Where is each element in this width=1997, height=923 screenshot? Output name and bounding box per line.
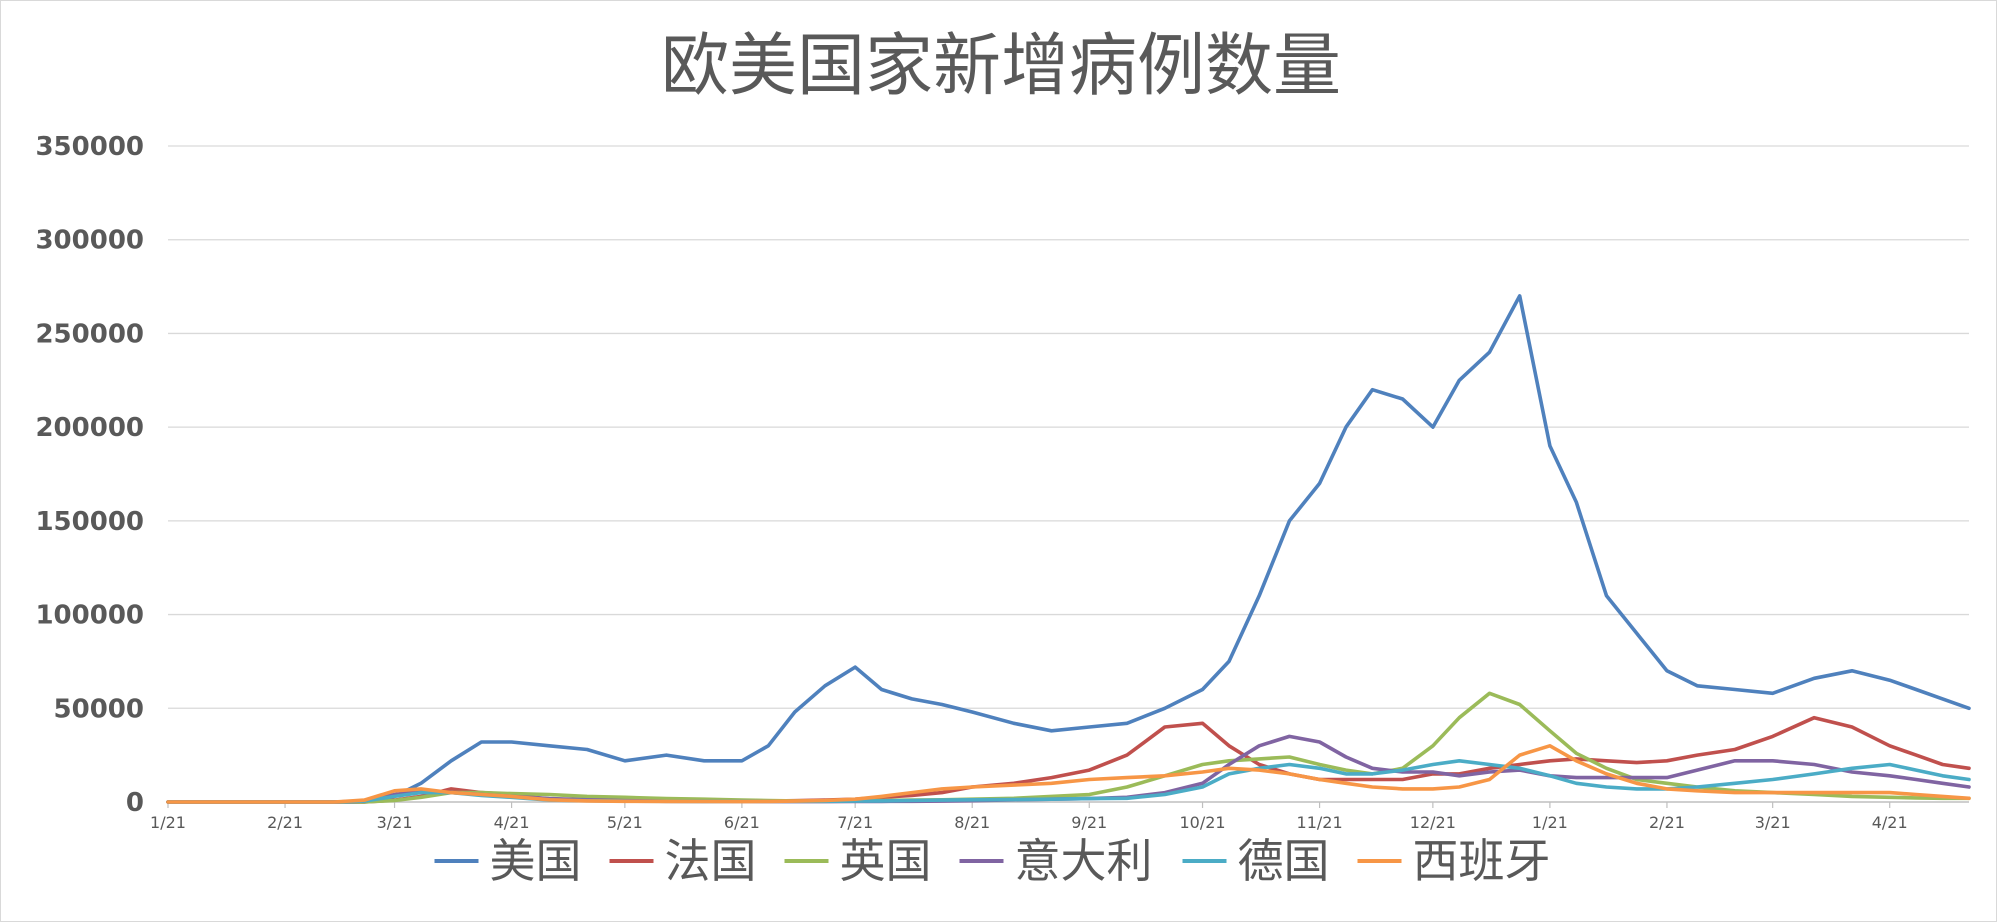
x-tick-label: 10/21 xyxy=(1179,813,1225,832)
y-tick-label: 0 xyxy=(126,788,144,818)
x-tick-label: 7/21 xyxy=(837,813,873,832)
x-tick-label: 4/21 xyxy=(494,813,530,832)
legend-item-2: 英国 xyxy=(784,834,932,888)
y-tick-label: 350000 xyxy=(35,132,144,162)
legend-item-3: 意大利 xyxy=(959,834,1153,888)
x-tick-label: 12/21 xyxy=(1410,813,1456,832)
y-tick-label: 100000 xyxy=(35,601,144,631)
x-axis-ticks: 1/21 2/21 3/21 4/21 5/21 6/21 7/21 8/21 9/21 10/2… xyxy=(150,802,1908,832)
y-tick-label: 50000 xyxy=(54,694,144,724)
legend-item-0: 美国 xyxy=(434,834,582,888)
x-tick-label: 4/21 xyxy=(1872,813,1908,832)
y-tick-label: 200000 xyxy=(35,413,144,443)
y-tick-label: 250000 xyxy=(35,319,144,349)
legend-label: 德国 xyxy=(1238,834,1330,888)
x-tick-label: 1/21 xyxy=(150,813,186,832)
x-tick-label: 2/21 xyxy=(267,813,303,832)
x-tick-label: 8/21 xyxy=(954,813,990,832)
chart-title: 欧美国家新增病例数量 xyxy=(661,27,1341,106)
x-tick-label: 9/21 xyxy=(1071,813,1107,832)
legend-label: 英国 xyxy=(840,834,932,888)
x-tick-label: 1/21 xyxy=(1532,813,1568,832)
legend-label: 法国 xyxy=(665,834,757,888)
legend-label: 意大利 xyxy=(1015,834,1153,888)
series-line-5 xyxy=(166,743,1971,804)
x-tick-label: 3/21 xyxy=(1755,813,1791,832)
legend: 美国 法国 英国 意大利 德国 西班牙 xyxy=(434,834,1551,888)
legend-item-1: 法国 xyxy=(609,834,757,888)
legend-label: 西班牙 xyxy=(1413,834,1551,888)
y-axis-ticks: 0 50000 100000 150000 200000 250000 300000 3500… xyxy=(35,132,144,818)
legend-label: 美国 xyxy=(490,834,582,888)
x-tick-label: 11/21 xyxy=(1297,813,1343,832)
y-tick-label: 150000 xyxy=(35,507,144,537)
x-tick-label: 2/21 xyxy=(1649,813,1685,832)
y-tick-label: 300000 xyxy=(35,226,144,256)
series-line-0 xyxy=(166,294,1971,804)
series-lines xyxy=(166,294,1971,804)
series-line-2 xyxy=(166,691,1971,804)
legend-item-4: 德国 xyxy=(1182,834,1330,888)
x-tick-label: 3/21 xyxy=(377,813,413,832)
x-tick-label: 6/21 xyxy=(724,813,760,832)
x-tick-label: 5/21 xyxy=(607,813,643,832)
legend-item-5: 西班牙 xyxy=(1357,834,1551,888)
grid-lines xyxy=(168,145,1969,709)
